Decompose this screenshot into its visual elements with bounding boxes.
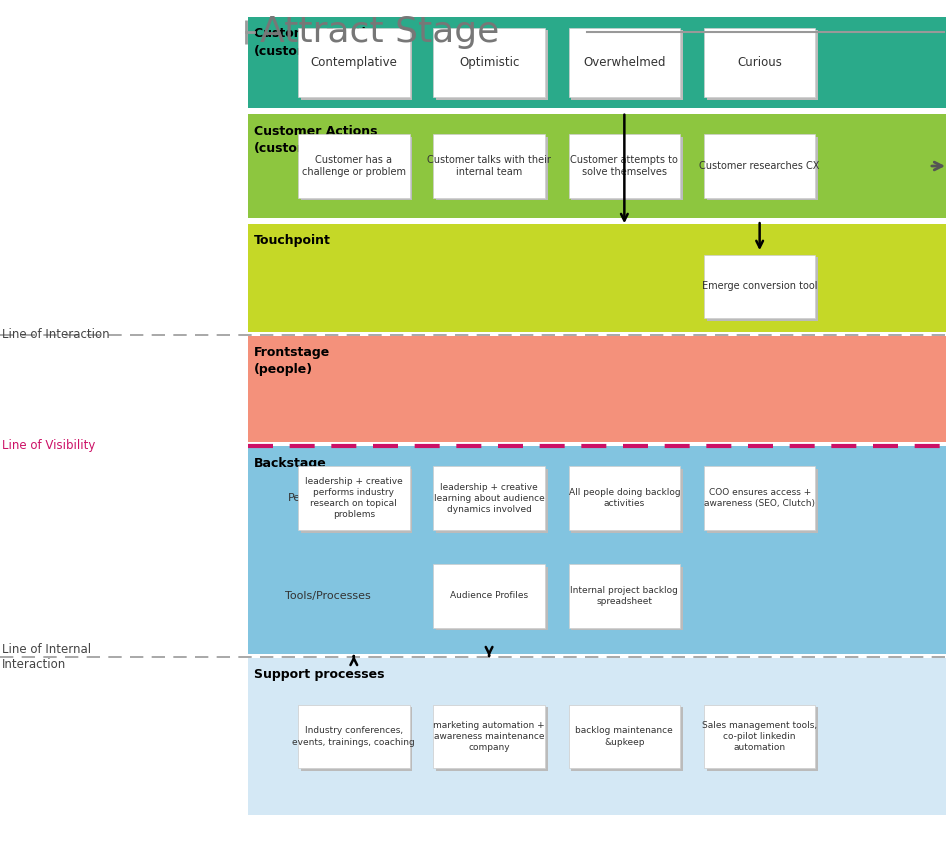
Bar: [704, 134, 815, 197]
Bar: [433, 705, 545, 768]
Bar: [248, 114, 946, 218]
Text: Overwhelmed: Overwhelmed: [583, 56, 666, 69]
Bar: [248, 17, 946, 108]
Bar: [248, 224, 946, 332]
Text: People/Actions: People/Actions: [288, 493, 369, 503]
Text: Support processes: Support processes: [254, 668, 384, 681]
Bar: [298, 134, 410, 197]
Text: Backstage: Backstage: [254, 457, 326, 469]
Bar: [707, 136, 818, 200]
Bar: [704, 467, 815, 530]
Text: Line of Interaction: Line of Interaction: [2, 328, 110, 341]
Text: Customer Actions
(customer/s): Customer Actions (customer/s): [254, 125, 377, 154]
Bar: [298, 28, 410, 97]
Text: Customer researches CX: Customer researches CX: [699, 161, 820, 171]
Bar: [569, 467, 680, 530]
Bar: [301, 136, 412, 200]
Bar: [433, 28, 545, 97]
Bar: [298, 467, 410, 530]
Bar: [571, 136, 683, 200]
Text: Touchpoint: Touchpoint: [254, 234, 330, 246]
Bar: [436, 136, 548, 200]
Bar: [707, 469, 818, 533]
Bar: [704, 705, 815, 768]
Text: Audience Profiles: Audience Profiles: [450, 591, 528, 601]
Bar: [704, 255, 815, 318]
Bar: [433, 564, 545, 628]
Bar: [569, 705, 680, 768]
Bar: [433, 467, 545, 530]
Bar: [571, 567, 683, 630]
Bar: [707, 707, 818, 771]
Text: Internal project backlog
spreadsheet: Internal project backlog spreadsheet: [570, 586, 678, 606]
Bar: [569, 564, 680, 628]
Text: Customer has a
challenge or problem: Customer has a challenge or problem: [302, 155, 406, 177]
Text: Emerge conversion tool: Emerge conversion tool: [702, 281, 817, 291]
Text: leadership + creative
learning about audience
dynamics involved: leadership + creative learning about aud…: [433, 483, 545, 514]
Text: Attract Stage: Attract Stage: [260, 15, 499, 49]
Text: leadership + creative
performs industry
research on topical
problems: leadership + creative performs industry …: [305, 477, 403, 519]
Text: Frontstage
(people): Frontstage (people): [254, 346, 330, 376]
Text: Tools/Processes: Tools/Processes: [286, 590, 371, 601]
Bar: [704, 28, 815, 97]
Bar: [301, 30, 412, 100]
Bar: [436, 567, 548, 630]
Text: backlog maintenance
&upkeep: backlog maintenance &upkeep: [575, 727, 674, 746]
Bar: [571, 30, 683, 100]
Bar: [248, 446, 946, 654]
Bar: [248, 658, 946, 815]
Text: COO ensures access +
awareness (SEO, Clutch): COO ensures access + awareness (SEO, Clu…: [704, 488, 815, 508]
Text: Sales management tools,
co-pilot linkedin
automation: Sales management tools, co-pilot linkedi…: [702, 721, 817, 752]
Bar: [707, 30, 818, 100]
Text: marketing automation +
awareness maintenance
company: marketing automation + awareness mainten…: [433, 721, 545, 752]
Bar: [433, 134, 545, 197]
Bar: [569, 134, 680, 197]
Text: Line of Visibility: Line of Visibility: [2, 439, 96, 452]
Text: Customer Emotions
(customer/s): Customer Emotions (customer/s): [254, 27, 390, 57]
Text: Contemplative: Contemplative: [310, 56, 397, 69]
Text: All people doing backlog
activities: All people doing backlog activities: [569, 488, 680, 508]
Text: Curious: Curious: [737, 56, 782, 69]
Bar: [298, 705, 410, 768]
Text: Industry conferences,
events, trainings, coaching: Industry conferences, events, trainings,…: [292, 727, 415, 746]
Bar: [436, 30, 548, 100]
Text: Customer attempts to
solve themselves: Customer attempts to solve themselves: [570, 155, 678, 177]
Bar: [301, 707, 412, 771]
Bar: [571, 469, 683, 533]
Text: Optimistic: Optimistic: [459, 56, 519, 69]
Bar: [436, 469, 548, 533]
Text: Line of Internal
Interaction: Line of Internal Interaction: [2, 643, 91, 672]
Bar: [436, 707, 548, 771]
Text: Customer talks with their
internal team: Customer talks with their internal team: [428, 155, 551, 177]
Bar: [571, 707, 683, 771]
Bar: [301, 469, 412, 533]
Bar: [248, 336, 946, 442]
Bar: [707, 257, 818, 321]
Bar: [569, 28, 680, 97]
